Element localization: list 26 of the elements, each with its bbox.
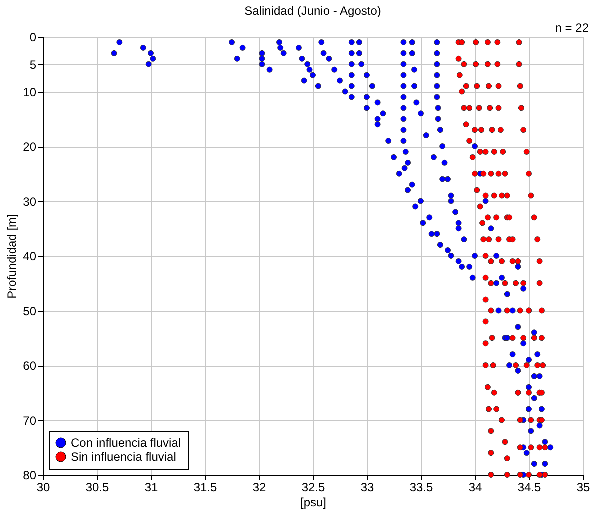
legend-label: Con influencia fluvial xyxy=(71,436,182,450)
y-tick-label: 70 xyxy=(23,414,37,428)
x-tick-label: 30.5 xyxy=(86,480,110,494)
x-tick-label: 34 xyxy=(468,480,482,494)
y-tick-label: 40 xyxy=(23,250,37,264)
x-tick-label: 32.5 xyxy=(302,480,326,494)
x-tick-label: 33.5 xyxy=(410,480,434,494)
chart-title: Salinidad (Junio - Agosto) xyxy=(244,4,382,18)
y-tick-label: 20 xyxy=(23,140,37,154)
y-tick-label: 30 xyxy=(23,194,37,209)
y-tick-label: 60 xyxy=(23,359,37,373)
x-tick-label: 31.5 xyxy=(194,480,218,494)
y-tick-label: 5 xyxy=(30,58,37,72)
y-axis-title: Profundidad [m] xyxy=(5,214,20,299)
x-tick-label: 33 xyxy=(360,480,374,494)
y-tick-label: 10 xyxy=(23,85,37,100)
y-tick-label: 50 xyxy=(23,304,37,318)
text: n = 22 xyxy=(555,21,590,35)
x-tick-label: 34.5 xyxy=(518,480,542,494)
x-axis-title: [psu] xyxy=(300,496,327,510)
x-tick-label: 31 xyxy=(144,480,158,494)
legend-label: Sin influencia fluvial xyxy=(71,450,176,464)
x-tick-label: 32 xyxy=(252,480,266,494)
x-tick-label: 35 xyxy=(576,480,590,494)
y-tick-label: 80 xyxy=(23,468,37,482)
y-tick-label: 0 xyxy=(30,30,37,44)
